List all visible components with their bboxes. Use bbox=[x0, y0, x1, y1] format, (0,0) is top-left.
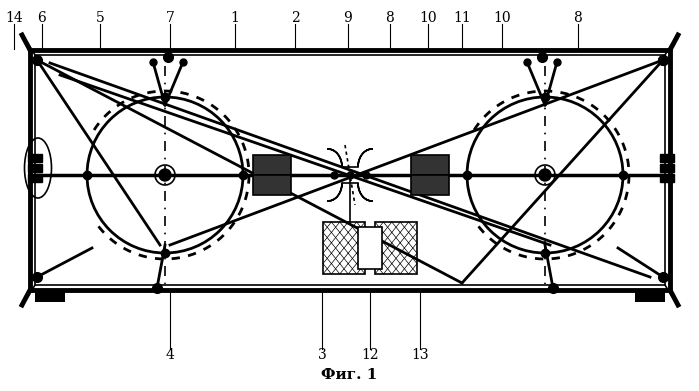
Bar bbox=[358, 227, 382, 269]
Bar bbox=[411, 175, 449, 195]
Text: 10: 10 bbox=[419, 11, 437, 25]
Bar bbox=[253, 155, 291, 175]
Circle shape bbox=[159, 169, 171, 181]
Bar bbox=[660, 154, 674, 162]
Bar bbox=[635, 290, 665, 302]
Text: Фиг. 1: Фиг. 1 bbox=[322, 368, 377, 382]
Text: 5: 5 bbox=[96, 11, 104, 25]
Bar bbox=[660, 164, 674, 172]
Bar bbox=[28, 164, 42, 172]
Bar bbox=[28, 174, 42, 182]
Text: 8: 8 bbox=[386, 11, 394, 25]
Text: 11: 11 bbox=[453, 11, 471, 25]
Text: 9: 9 bbox=[344, 11, 352, 25]
Text: 7: 7 bbox=[166, 11, 175, 25]
Bar bbox=[375, 222, 417, 274]
Bar bbox=[35, 290, 65, 302]
Text: 4: 4 bbox=[166, 348, 175, 362]
Bar bbox=[253, 175, 291, 195]
Text: 10: 10 bbox=[493, 11, 511, 25]
Bar bbox=[411, 155, 449, 175]
Text: 2: 2 bbox=[291, 11, 299, 25]
Bar bbox=[28, 154, 42, 162]
Text: 3: 3 bbox=[317, 348, 326, 362]
Bar bbox=[660, 174, 674, 182]
Text: 8: 8 bbox=[574, 11, 582, 25]
Bar bbox=[323, 222, 365, 274]
Text: 1: 1 bbox=[231, 11, 240, 25]
Circle shape bbox=[539, 169, 551, 181]
Text: 13: 13 bbox=[411, 348, 428, 362]
Text: 12: 12 bbox=[361, 348, 379, 362]
Text: 6: 6 bbox=[38, 11, 46, 25]
Text: 14: 14 bbox=[5, 11, 23, 25]
